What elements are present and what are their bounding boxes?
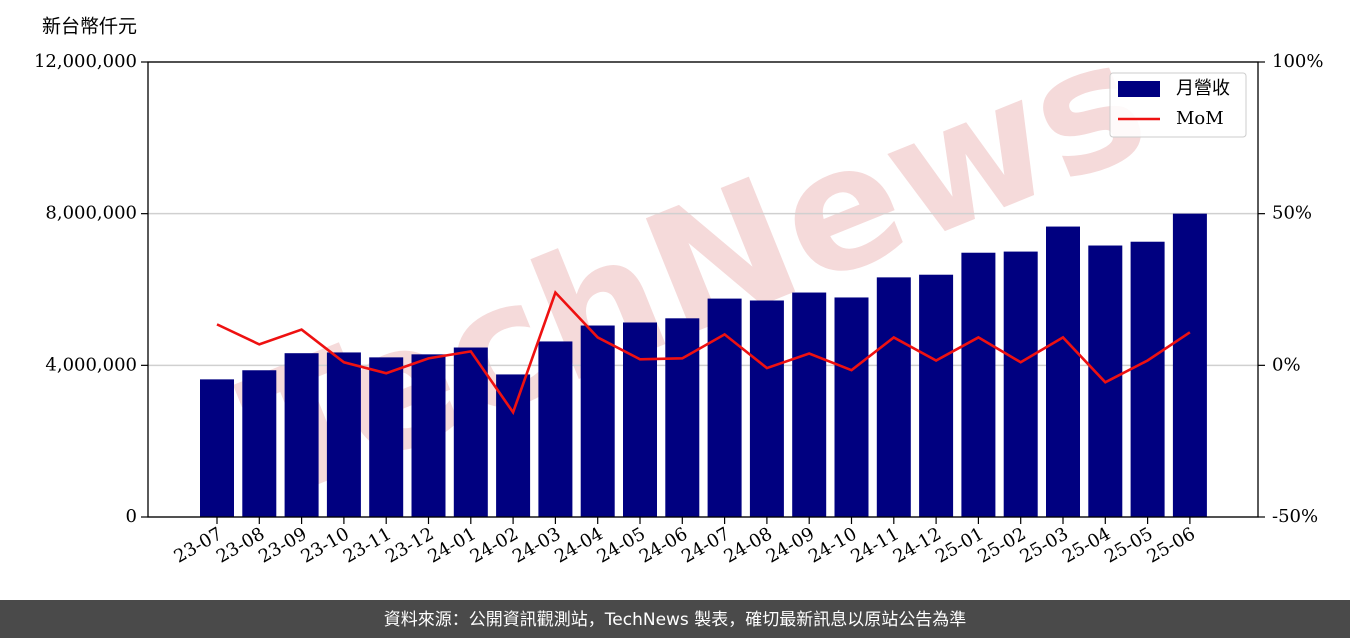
bar <box>369 357 404 517</box>
plot-frame <box>147 61 1259 518</box>
bar <box>834 297 869 517</box>
legend-label: MoM <box>1176 108 1224 129</box>
bar <box>749 300 784 517</box>
x-tick-label: 25-06 <box>1143 523 1198 567</box>
bar <box>1130 241 1165 517</box>
bar <box>242 370 277 517</box>
bar <box>961 252 996 518</box>
bar <box>326 352 361 517</box>
y2-tick-label: 100% <box>1272 51 1323 72</box>
y2-tick-label: 0% <box>1272 354 1301 375</box>
legend: 月營收 MoM <box>1109 72 1247 138</box>
line <box>216 290 1191 416</box>
legend-label: 月營收 <box>1176 78 1230 99</box>
bar <box>580 325 615 517</box>
footer-bar <box>0 600 1350 638</box>
bar <box>284 353 319 517</box>
bar <box>876 277 911 517</box>
legend-swatch <box>1118 81 1160 97</box>
bar <box>1046 226 1080 517</box>
bar <box>665 318 700 517</box>
bar <box>453 347 488 517</box>
bar <box>411 354 446 517</box>
y-tick-label: 12,000,000 <box>34 51 137 72</box>
y-tick-label: 0 <box>126 506 137 527</box>
source-note: 資料來源：公開資訊觀測站，TechNews 製表，確切最新訊息以原站公告為準 <box>384 610 966 630</box>
bar <box>792 292 827 517</box>
y-tick-label: 8,000,000 <box>45 203 137 224</box>
bar <box>538 341 573 517</box>
y-axis-unit: 新台幣仟元 <box>42 16 137 38</box>
bar <box>919 274 954 517</box>
y-tick-label: 4,000,000 <box>45 354 137 375</box>
bar <box>623 322 657 517</box>
bar <box>1172 213 1207 517</box>
bar <box>1003 251 1038 518</box>
bar <box>707 298 742 517</box>
y2-tick-label: -50% <box>1272 506 1318 527</box>
bar <box>200 379 234 517</box>
y2-tick-label: 50% <box>1272 203 1312 224</box>
